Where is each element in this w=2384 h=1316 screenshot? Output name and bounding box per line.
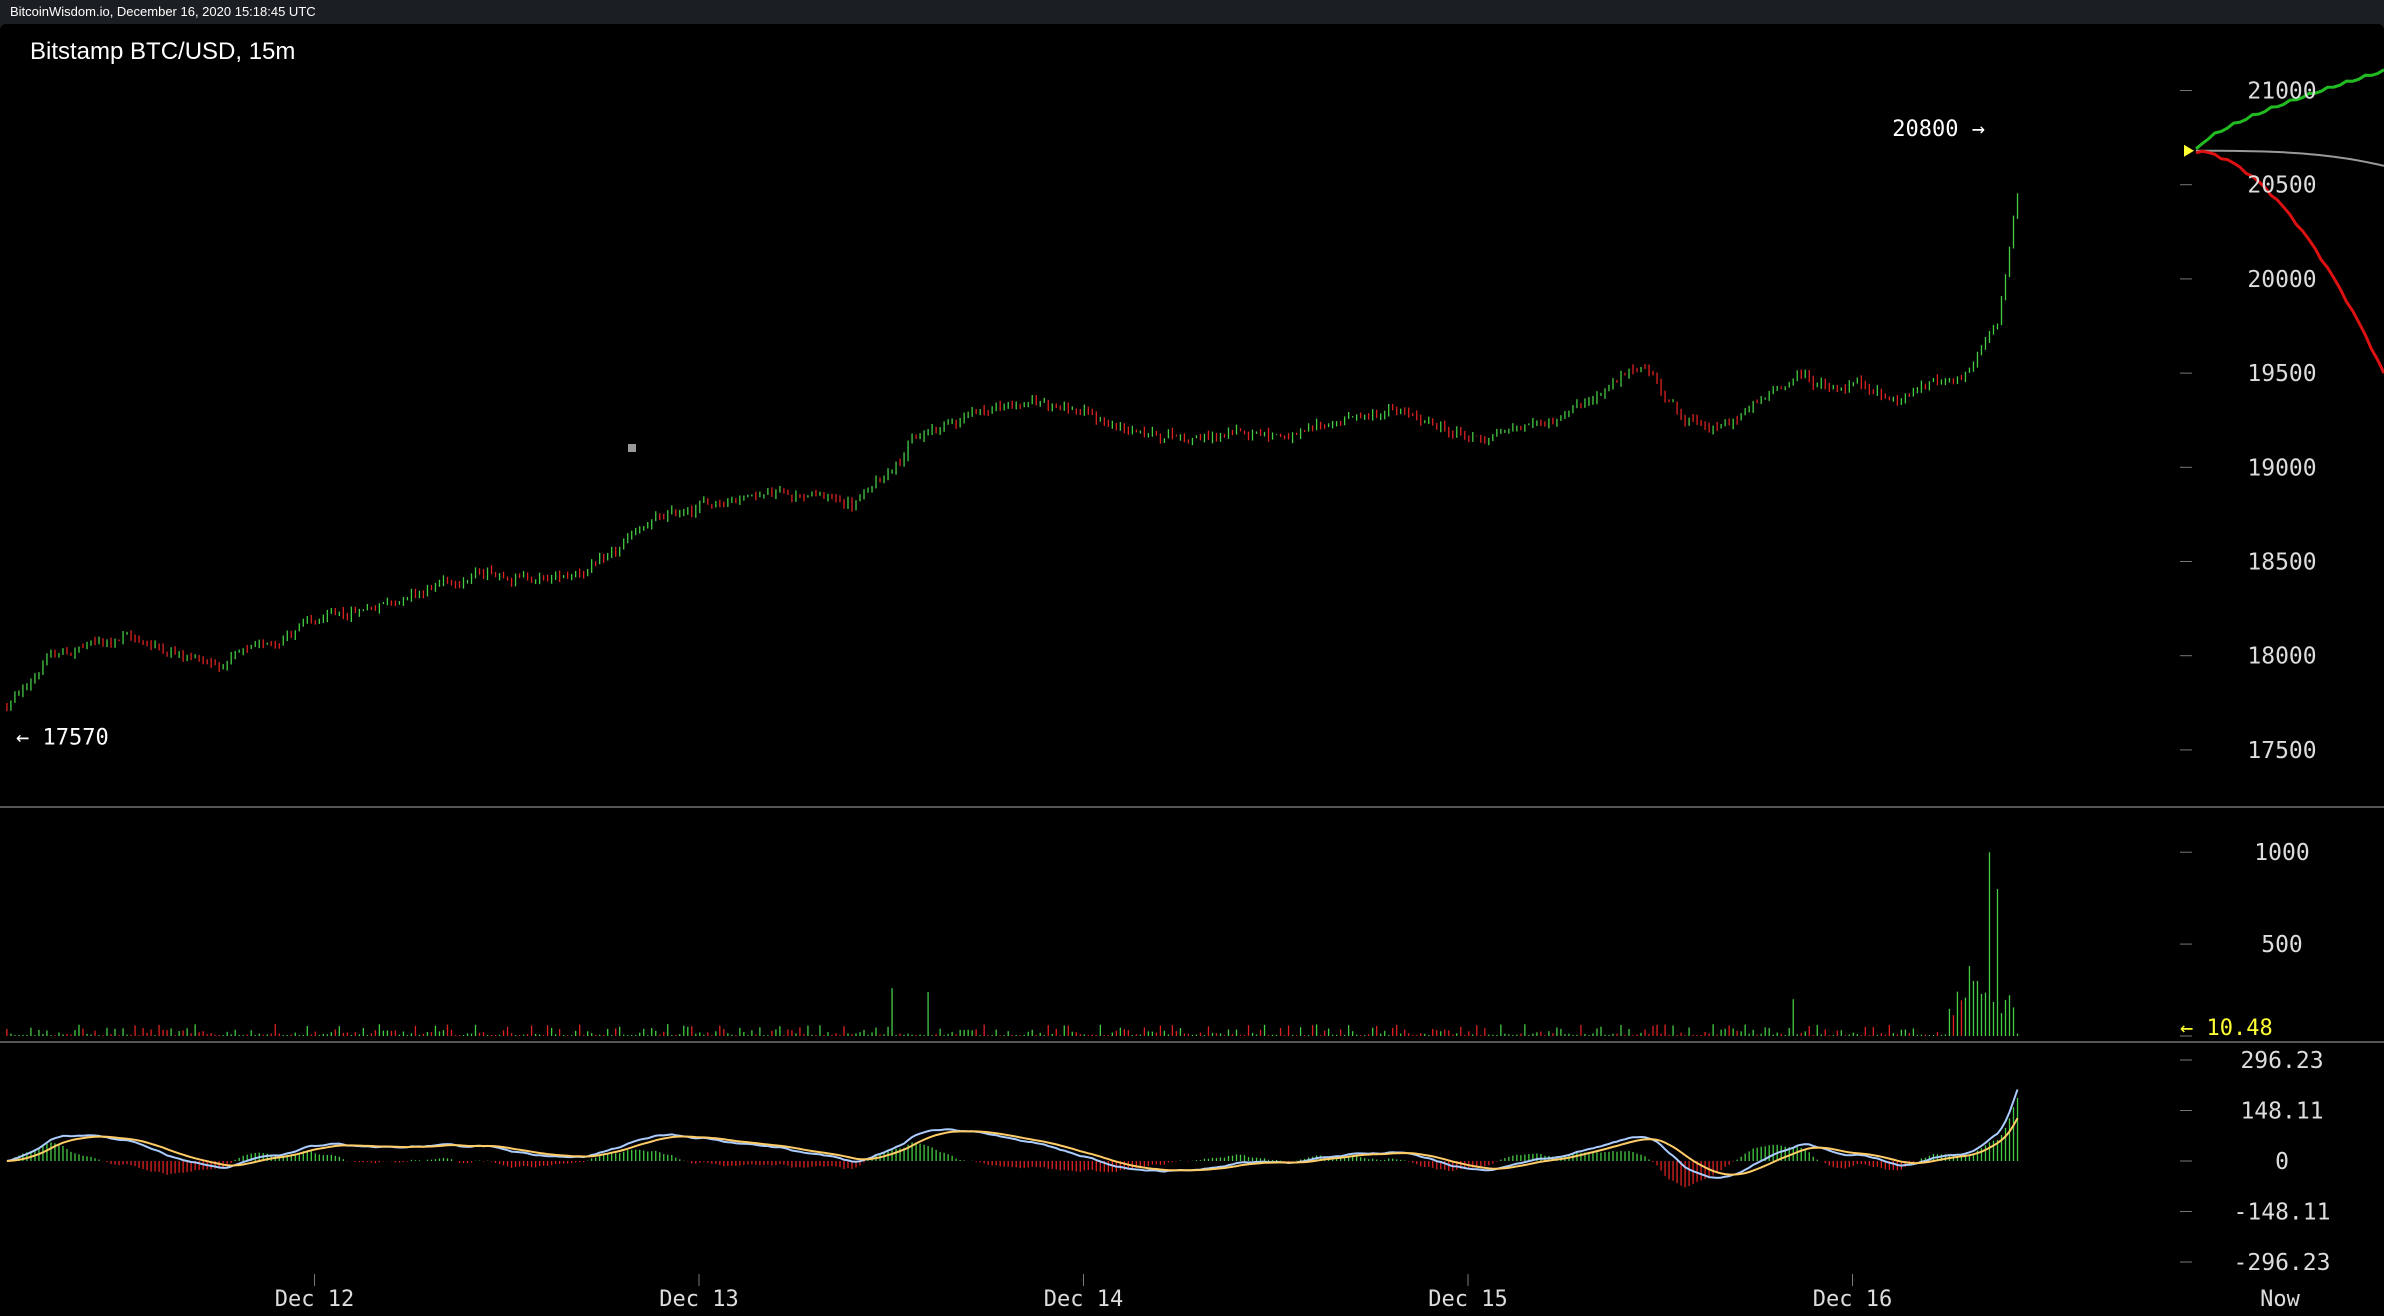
current-price-marker — [2184, 144, 2194, 157]
marker-square — [628, 444, 636, 452]
date-tick-label: Now — [2260, 1287, 2300, 1312]
date-tick-label: Dec 12 — [275, 1287, 354, 1312]
volume-axis: 1000 500 ← 10.48 — [2180, 840, 2310, 1041]
macd-signal-line — [6, 1117, 2019, 1176]
price-tick-label: 20500 — [2247, 173, 2316, 199]
date-tick-label: Dec 16 — [1813, 1287, 1892, 1312]
price-candles — [6, 193, 2019, 712]
chart-canvas[interactable]: Bitstamp BTC/USD, 15m 21000 20500 20000 195… — [0, 24, 2384, 1316]
macd-tick-label: 0 — [2275, 1149, 2289, 1175]
macd-axis: 296.23 148.11 0 -148.11 -296.23 — [2180, 1048, 2330, 1276]
price-tick-label: 17500 — [2247, 738, 2316, 764]
price-tick-label: 19500 — [2247, 361, 2316, 387]
macd-tick-label: -148.11 — [2234, 1199, 2331, 1225]
date-tick-label: Dec 13 — [659, 1287, 738, 1312]
macd-tick-label: 148.11 — [2240, 1099, 2323, 1125]
panel-dividers — [0, 806, 2384, 1043]
macd-line — [6, 1089, 2019, 1179]
date-tick-label: Dec 15 — [1428, 1287, 1507, 1312]
price-tick-label: 18500 — [2247, 550, 2316, 576]
volume-bars — [6, 852, 2019, 1036]
low-price-annotation: ← 17570 — [16, 726, 109, 751]
last-volume-annotation: ← 10.48 — [2180, 1016, 2273, 1041]
chart-panel[interactable]: Bitstamp BTC/USD, 15m 21000 20500 20000 195… — [0, 24, 2384, 1316]
high-price-annotation: 20800 → — [1892, 117, 1985, 142]
price-tick-label: 20000 — [2247, 267, 2316, 293]
top-status-bar: BitcoinWisdom.io, December 16, 2020 15:1… — [0, 0, 2384, 24]
price-annotations: 20800 → ← 17570 — [16, 117, 1985, 751]
macd-tick-label: 296.23 — [2240, 1048, 2323, 1074]
price-axis: 21000 20500 20000 19500 19000 18500 18000 17500 — [2180, 79, 2317, 764]
date-axis: Dec 12 Dec 13 Dec 14 Dec 15 Dec 16 Now — [275, 1274, 2301, 1312]
date-tick-label: Dec 14 — [1044, 1287, 1123, 1312]
chart-title: Bitstamp BTC/USD, 15m — [30, 38, 295, 65]
depth-mid-curve — [2196, 149, 2384, 167]
depth-ask-curve — [2195, 149, 2384, 374]
macd-indicator — [6, 1089, 2019, 1188]
depth-bid-curve — [2195, 68, 2384, 150]
price-tick-label: 18000 — [2247, 644, 2316, 670]
price-tick-label: 19000 — [2247, 455, 2316, 481]
volume-tick-label: 500 — [2261, 932, 2303, 958]
macd-tick-label: -296.23 — [2234, 1250, 2331, 1276]
depth-curves — [2184, 68, 2384, 374]
volume-tick-label: 1000 — [2254, 840, 2309, 866]
price-tick-label: 21000 — [2247, 79, 2316, 105]
